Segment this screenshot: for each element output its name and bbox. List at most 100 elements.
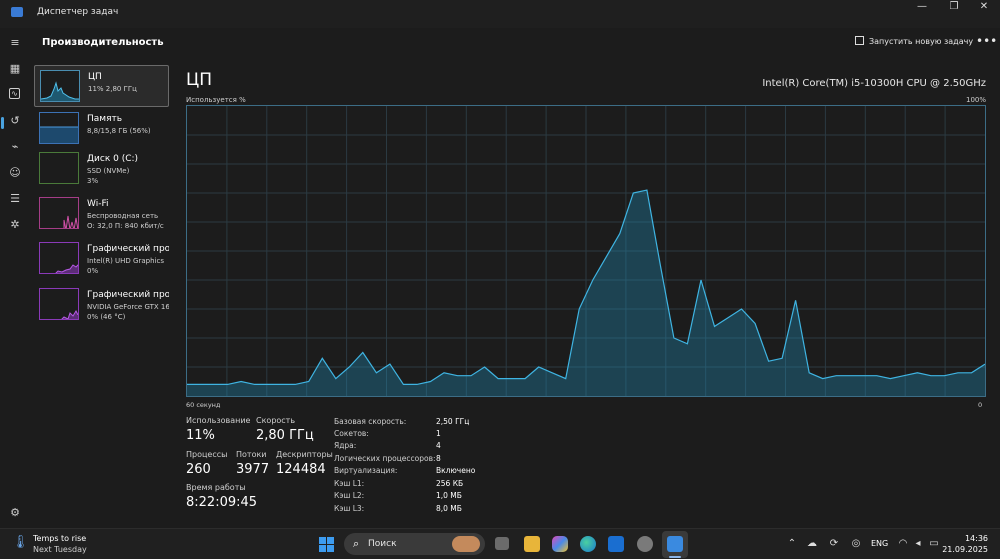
usage-value: 11% [186,428,215,443]
search-icon: ⌕ [353,537,360,550]
task-manager-icon [11,7,23,17]
weather-headline[interactable]: Temps to rise [33,534,87,543]
speed-value: 2,80 ГГц [256,428,314,443]
copilot-icon[interactable] [552,536,568,552]
uptime-label: Время работы [186,483,246,492]
app-history-icon[interactable]: ↺ [10,114,20,127]
sync-icon[interactable]: ⟳ [829,538,839,549]
page-title: Производительность [42,37,164,48]
active-indicator [1,117,4,129]
cpu-usage-chart [187,106,986,396]
main-title: ЦП [186,70,212,90]
task-view-icon[interactable] [495,537,509,550]
spec-label: Кэш L1: [334,479,365,488]
processes-label: Процессы [186,450,228,459]
active-app-indicator [669,556,681,558]
processes-icon[interactable]: ▦ [9,62,21,75]
new-task-icon [855,36,864,45]
battery-icon[interactable]: ▭ [929,538,939,549]
performance-icon[interactable]: ∿ [9,88,20,99]
users-icon[interactable]: ☺ [9,166,21,179]
cpu-thumbnail [40,70,80,102]
resource-item-disk[interactable]: Диск 0 (C:) SSD (NVMe) 3% [34,148,169,190]
spec-label: Базовая скорость: [334,417,407,426]
speed-label: Скорость [256,416,296,425]
resource-item-gpu1[interactable]: Графический процессор 1 NVIDIA GeForce G… [34,284,169,326]
resource-list: ЦП 11% 2,80 ГГц Память 8,8/15,8 ГБ (56%)… [34,64,169,334]
resource-detail: 8,8/15,8 ГБ (56%) [87,127,151,135]
resource-item-cpu[interactable]: ЦП 11% 2,80 ГГц [34,65,169,107]
settings-gear-icon[interactable]: ⚙ [10,506,20,519]
language-indicator[interactable]: ENG [871,539,889,548]
clock-date[interactable]: 21.09.2025 [942,545,988,554]
run-new-task-button[interactable]: Запустить новую задачу [855,36,973,46]
uptime-value: 8:22:09:45 [186,495,258,510]
spec-label: Виртуализация: [334,466,398,475]
more-options-button[interactable]: ••• [976,34,998,48]
disk-thumbnail [39,152,79,184]
chevron-up-icon[interactable]: ⌃ [787,538,797,549]
search-highlight-icon [452,536,480,552]
spec-value: 2,50 ГГц [436,417,470,426]
resource-name: ЦП [88,72,102,82]
taskbar: 🌡 Temps to rise Next Tuesday ⌕ Поиск ⌃ ☁… [0,528,1000,559]
resource-detail: SSD (NVMe) [87,167,130,175]
cpu-usage-line [187,189,986,385]
minimize-button[interactable]: — [917,1,927,12]
handles-label: Дескрипторы [276,450,333,459]
resource-item-gpu0[interactable]: Графический процессор 0 Intel(R) UHD Gra… [34,238,169,280]
time-axis-right: 0 [978,401,983,409]
search-box[interactable]: ⌕ Поиск [344,533,485,555]
wifi-icon[interactable]: ◠ [898,538,908,549]
title-bar: Диспетчер задач — ❐ ✕ [0,0,1000,28]
resource-detail: Беспроводная сеть [87,212,159,220]
spec-value: 256 КБ [436,479,464,488]
resource-item-wifi[interactable]: Wi-Fi Беспроводная сеть О: 32,0 П: 840 к… [34,193,169,235]
thermometer-icon[interactable]: 🌡 [12,535,29,550]
nav-rail: ≡ ▦ ∿ ↺ ⌁ ☺ ☰ ✲ ⚙ [0,28,30,528]
resource-detail-2: О: 32,0 П: 840 кбит/с [87,222,164,230]
details-icon[interactable]: ☰ [10,192,20,205]
resource-name: Память [87,114,123,124]
spec-value: 8,0 МБ [436,504,462,513]
outlook-icon[interactable] [608,536,624,552]
startup-apps-icon[interactable]: ⌁ [11,140,19,153]
resource-name: Графический процессор 1 [87,290,169,300]
threads-value: 3977 [236,462,270,477]
windows-start-icon[interactable] [319,537,334,552]
resource-detail: Intel(R) UHD Graphics [87,257,164,265]
time-axis-left: 60 секунд [186,401,221,409]
edge-browser-icon[interactable] [580,536,596,552]
resource-detail: 11% 2,80 ГГц [88,85,137,93]
app-tray-icon[interactable]: ◎ [851,538,861,549]
resource-detail-2: 0% (46 °C) [87,313,126,321]
spec-label: Кэш L2: [334,491,365,500]
utilization-label: Используется % [186,96,246,104]
cpu-model: Intel(R) Core(TM) i5-10300H CPU @ 2.50GH… [762,78,986,89]
spec-value: 1,0 МБ [436,491,462,500]
resource-item-memory[interactable]: Память 8,8/15,8 ГБ (56%) [34,108,169,150]
file-explorer-icon[interactable] [524,536,540,552]
run-new-task-label: Запустить новую задачу [869,37,974,46]
threads-label: Потоки [236,450,267,459]
resource-name: Wi-Fi [87,199,109,209]
services-icon[interactable]: ✲ [10,218,20,231]
spec-value: 8 [436,454,441,463]
cloud-icon[interactable]: ☁ [807,538,817,549]
hamburger-menu-icon[interactable]: ≡ [10,36,20,49]
resource-detail: NVIDIA GeForce GTX 1650 Ti [87,303,169,311]
memory-thumbnail [39,112,79,144]
settings-app-icon[interactable] [637,536,653,552]
processes-value: 260 [186,462,211,477]
usage-label: Использование [186,416,251,425]
maximize-button[interactable]: ❐ [949,1,959,12]
volume-icon[interactable]: ◂ [915,538,921,549]
clock-time[interactable]: 14:36 [964,534,988,543]
spec-value: 4 [436,441,441,450]
close-button[interactable]: ✕ [979,1,989,12]
resource-name: Графический процессор 0 [87,244,169,254]
weather-subline[interactable]: Next Tuesday [33,545,87,554]
search-placeholder: Поиск [368,539,397,549]
spec-label: Кэш L3: [334,504,365,513]
spec-value: 1 [436,429,441,438]
